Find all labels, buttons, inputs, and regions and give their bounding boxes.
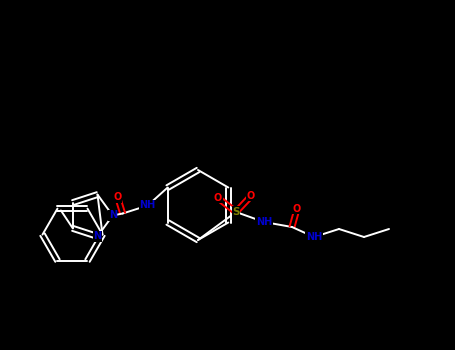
Text: N: N (93, 231, 101, 242)
Text: O: O (214, 193, 222, 203)
Text: O: O (293, 204, 301, 214)
Text: NH: NH (306, 232, 322, 242)
Text: N: N (109, 210, 117, 220)
Text: NH: NH (256, 217, 272, 227)
Text: NH: NH (140, 201, 156, 210)
Text: S: S (232, 207, 240, 217)
Text: O: O (114, 193, 122, 203)
Text: O: O (247, 191, 255, 201)
